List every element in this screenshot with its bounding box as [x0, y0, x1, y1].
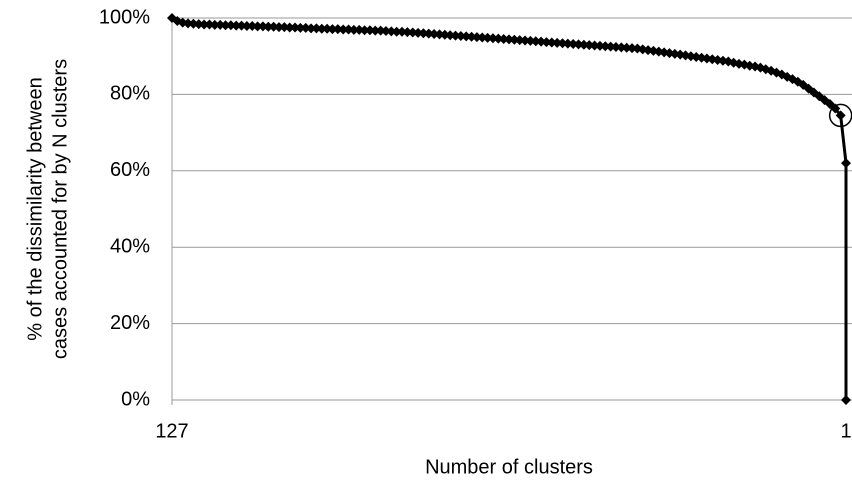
data-point: [348, 24, 359, 35]
y-tick-label: 80%: [110, 83, 150, 105]
y-axis-label: cases accounted for by N clusters: [49, 59, 71, 359]
data-point: [841, 158, 851, 169]
data-point: [370, 25, 381, 36]
y-tick-label: 20%: [110, 312, 150, 334]
data-point: [841, 395, 851, 405]
data-point: [338, 24, 349, 35]
data-point: [359, 25, 370, 36]
y-tick-label: 0%: [121, 388, 150, 410]
y-tick-label: 60%: [110, 159, 150, 181]
x-tick-label: 1: [840, 420, 851, 442]
data-point: [391, 26, 402, 37]
x-tick-label: 127: [155, 420, 188, 442]
data-point: [241, 21, 252, 32]
data-point: [295, 22, 306, 33]
data-point: [835, 110, 846, 121]
data-point: [231, 20, 242, 31]
data-point: [284, 22, 295, 33]
data-point: [316, 23, 327, 34]
data-point: [306, 23, 317, 34]
y-tick-label: 100%: [99, 6, 150, 28]
data-point: [209, 19, 220, 30]
y-axis-label: % of the dissimilarity between: [24, 77, 46, 340]
y-tick-label: 40%: [110, 235, 150, 257]
data-line: [171, 16, 848, 400]
data-point: [830, 103, 841, 114]
x-axis-label: Number of clusters: [425, 456, 593, 478]
data-point: [327, 24, 338, 35]
data-point: [252, 21, 263, 32]
data-point: [273, 22, 284, 33]
data-point: [220, 20, 231, 31]
data-point: [199, 19, 210, 30]
data-point: [263, 21, 274, 32]
